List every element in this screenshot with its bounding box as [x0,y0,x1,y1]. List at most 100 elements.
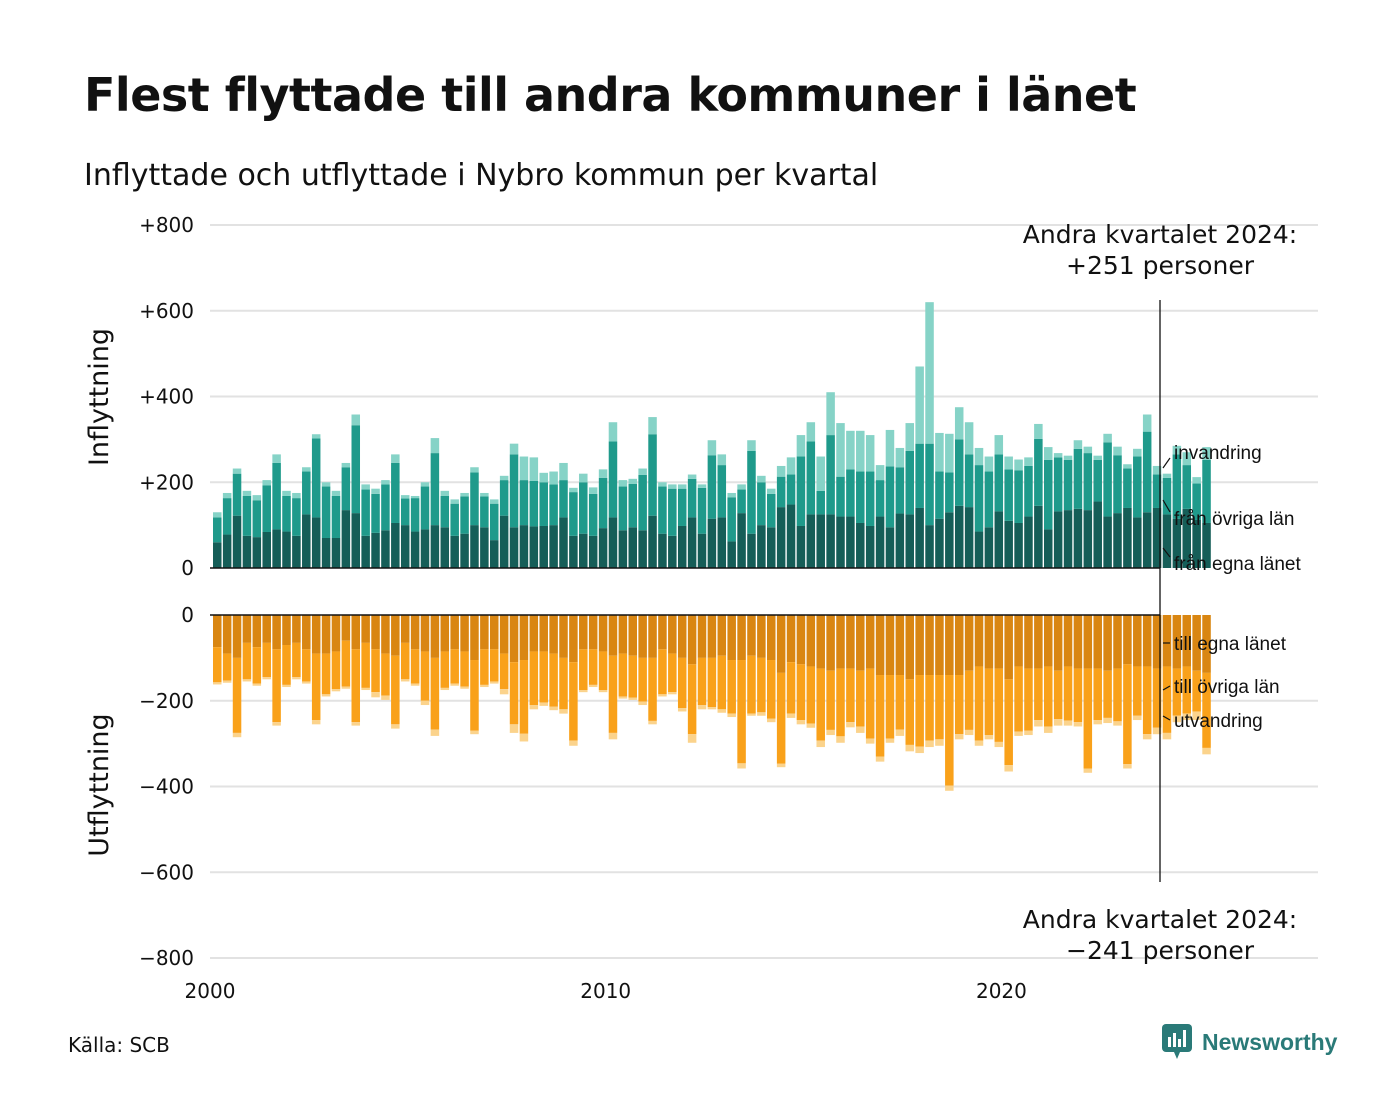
bar-in-ovriga [598,477,608,529]
bar-in-invandring [658,482,667,487]
bar-in-invandring [925,302,934,444]
bar-in-ovriga [1083,453,1093,511]
bar-out-utvandring [351,722,361,726]
bar-in-egna [400,525,410,568]
bar-out-utvandring [1083,768,1093,773]
annotation-in-line2: +251 personer [1066,251,1255,280]
bar-out-utvandring [311,720,321,725]
bar-in-invandring [361,484,370,490]
bar-in-ovriga [588,493,598,536]
bar-out-egna [648,615,657,658]
bar-out-ovriga [816,668,825,741]
brand-name: Newsworthy [1202,1028,1338,1055]
bar-out-egna [1202,615,1211,673]
bar-out-utvandring [885,738,895,743]
bar-out-egna [1103,615,1112,671]
bar-in-invandring [321,482,331,487]
bar-in-egna [242,535,252,568]
bar-out-utvandring [1172,715,1182,723]
annotation-in-line1: Andra kvartalet 2024: [1023,220,1297,249]
bar-out-egna [1093,615,1102,669]
bar-out-utvandring [1192,711,1201,721]
x-tick-label: 2020 [976,979,1027,1003]
bar-out-utvandring [331,689,341,692]
bar-out-egna [1172,615,1182,669]
bar-out-utvandring [697,705,707,710]
bar-out-egna [1034,615,1043,669]
bar-out-ovriga [846,668,855,723]
bar-out-utvandring [559,709,568,714]
bar-in-egna [569,535,578,568]
bar-in-egna [954,505,964,568]
bar-in-ovriga [1063,459,1073,511]
bar-out-ovriga [1053,670,1063,720]
bar-in-invandring [341,462,351,468]
bar-out-utvandring [1024,730,1033,736]
bar-in-egna [1162,514,1172,568]
y-tick-label-in: +600 [139,299,194,323]
bar-in-ovriga [470,472,479,526]
bar-in-ovriga [292,498,301,536]
bar-out-egna [925,615,934,676]
bar-out-egna [905,615,915,680]
bar-out-ovriga [1123,664,1132,765]
bar-out-egna [776,615,786,673]
bar-in-egna [549,525,558,568]
bar-in-egna [865,525,875,568]
bar-in-egna [905,514,915,568]
bar-in-ovriga [1093,459,1102,502]
bar-in-egna [539,525,548,568]
bar-out-egna [311,615,321,654]
bar-in-egna [420,529,430,568]
bar-in-invandring [757,475,766,483]
bar-in-ovriga [638,474,647,531]
bar-out-utvandring [292,677,301,680]
bar-in-invandring [232,468,242,474]
bar-out-egna [1133,615,1142,667]
bar-out-ovriga [776,672,786,764]
bar-in-egna [638,530,647,568]
bar-out-egna [846,615,855,669]
bar-in-egna [1044,529,1053,568]
bar-in-egna [668,535,677,568]
bar-in-invandring [292,492,301,499]
bar-out-utvandring [1073,722,1083,727]
series-label-in: från egna länet [1174,554,1301,575]
bar-out-egna [954,615,964,676]
bar-out-ovriga [519,660,529,734]
bar-in-egna [460,533,469,568]
bar-in-ovriga [569,492,578,536]
bar-out-utvandring [875,756,885,762]
bar-in-egna [1034,505,1043,568]
bar-out-ovriga [361,642,370,688]
bar-out-ovriga [430,657,440,730]
bar-in-ovriga [252,500,262,538]
bar-in-egna [915,507,924,568]
bar-in-ovriga [232,473,242,516]
bar-out-utvandring [895,729,905,736]
bar-in-ovriga [1044,459,1053,530]
bar-out-ovriga [302,649,311,682]
bar-out-egna [509,615,519,663]
bar-out-utvandring [430,729,440,736]
bar-in-ovriga [351,425,361,514]
bar-in-invandring [628,478,638,484]
bar-out-egna [470,615,479,661]
bar-in-invandring [371,488,380,494]
bar-out-utvandring [529,705,539,710]
bar-out-egna [252,615,262,648]
brand-logo-block[interactable]: Newsworthy [1162,1024,1337,1060]
bar-in-ovriga [490,503,499,541]
bar-out-ovriga [341,640,351,687]
bar-in-egna [935,518,944,568]
bar-in-invandring [410,495,420,499]
bar-in-ovriga [885,466,895,528]
bar-in-egna [430,525,440,568]
bar-out-utvandring [470,730,479,735]
bar-out-utvandring [707,707,717,710]
bar-out-egna [737,615,746,661]
bar-in-egna [361,535,370,568]
bar-in-egna [974,531,984,568]
bar-in-ovriga [984,471,994,528]
